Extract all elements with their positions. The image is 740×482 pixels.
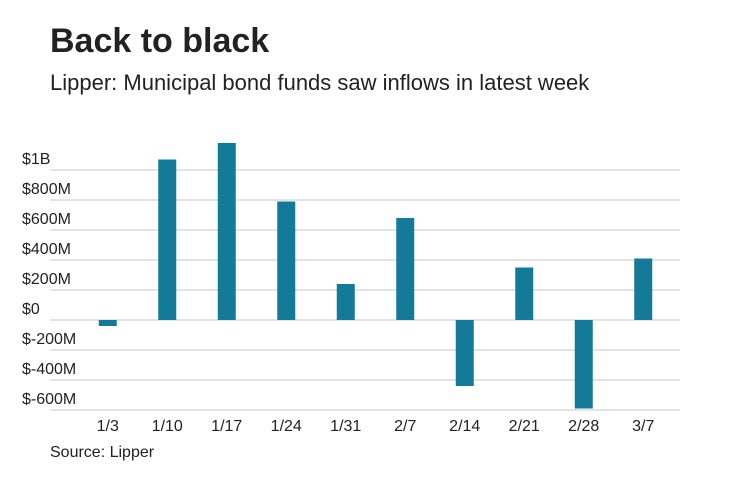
x-tick-label: 1/10 [152, 418, 183, 435]
bar [455, 320, 474, 386]
y-tick-label: $800M [22, 181, 71, 198]
y-tick-label: $600M [22, 211, 71, 228]
x-tick-label: 1/24 [271, 418, 302, 435]
x-tick-label: 1/3 [97, 418, 119, 435]
chart-subtitle: Lipper: Municipal bond funds saw inflows… [50, 70, 590, 95]
bar [574, 320, 593, 409]
x-tick-label: 2/28 [568, 418, 599, 435]
bar [634, 258, 653, 320]
bar [98, 320, 117, 326]
y-tick-label: $200M [22, 271, 71, 288]
bar [217, 143, 236, 320]
y-tick-label: $-600M [22, 391, 76, 408]
bar [336, 284, 355, 320]
bar [396, 218, 415, 320]
bar [158, 159, 177, 320]
chart-title: Back to black [50, 22, 269, 60]
x-tick-label: 2/7 [394, 418, 416, 435]
y-tick-label: $-200M [22, 331, 76, 348]
y-tick-label: $400M [22, 241, 71, 258]
bar [277, 201, 296, 320]
bar [515, 267, 534, 320]
source: Source: Lipper [50, 444, 155, 461]
x-tick-label: 1/31 [330, 418, 361, 435]
y-tick-label: $-400M [22, 361, 76, 378]
y-tick-label: $1B [22, 151, 50, 168]
x-tick-label: 1/17 [211, 418, 242, 435]
x-tick-label: 2/21 [509, 418, 540, 435]
x-tick-label: 3/7 [632, 418, 654, 435]
x-tick-label: 2/14 [449, 418, 480, 435]
y-tick-label: $0 [22, 301, 40, 318]
